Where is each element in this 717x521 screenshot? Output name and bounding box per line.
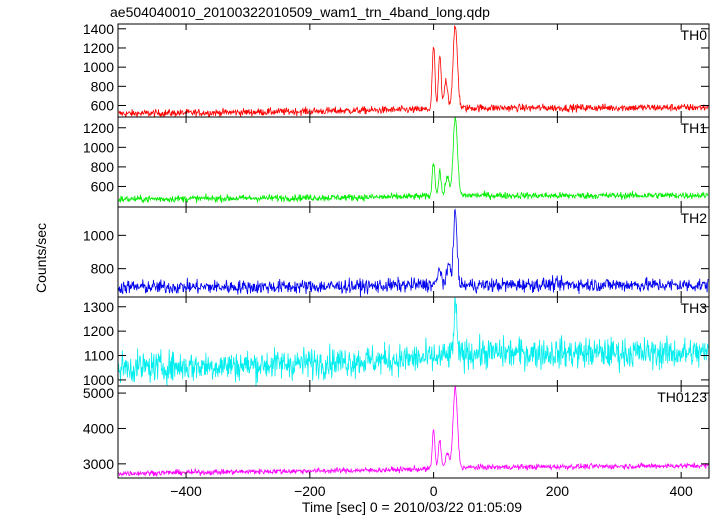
panels-group: TH0 600 800 1000 1200 1400 TH1 600 800 1000 1200 TH…: [83, 21, 710, 499]
y-tick-label: 800: [91, 261, 115, 277]
series-line-th1: [118, 116, 709, 204]
series-line-th0: [118, 25, 709, 118]
y-tick-label: 1000: [83, 139, 114, 155]
panel-label: TH1: [681, 120, 708, 136]
panel-label: TH0: [681, 27, 708, 43]
y-tick-label: 1200: [83, 323, 114, 339]
series-line-th0123: [118, 386, 709, 477]
y-tick-label: 4000: [83, 420, 114, 436]
y-tick-label: 5000: [83, 385, 114, 401]
y-tick-label: 1000: [83, 372, 114, 388]
y-tick-label: 800: [91, 78, 115, 94]
x-axis-label: Time [sec] 0 = 2010/03/22 01:05:09: [302, 499, 522, 515]
y-tick-label: 1400: [83, 21, 114, 37]
y-axis-label: Counts/sec: [33, 223, 49, 293]
x-tick-label: −200: [294, 483, 326, 499]
panel-label: TH3: [681, 300, 708, 316]
panel-label: TH0123: [657, 389, 707, 405]
y-tick-label: 600: [91, 178, 115, 194]
y-tick-label: 1000: [83, 59, 114, 75]
y-tick-label: 1200: [83, 120, 114, 136]
y-tick-label: 1200: [83, 40, 114, 56]
x-tick-label: 0: [430, 483, 438, 499]
panel-label: TH2: [681, 210, 708, 226]
series-line-th2: [118, 208, 709, 297]
y-tick-label: 3000: [83, 456, 114, 472]
panel-frame-th0: [117, 23, 710, 118]
y-tick-label: 1000: [83, 227, 114, 243]
y-tick-label: 600: [91, 97, 115, 113]
x-tick-label: 200: [546, 483, 570, 499]
chart-title: ae504040010_20100322010509_wam1_trn_4ban…: [110, 4, 490, 20]
x-tick-label: −400: [170, 483, 202, 499]
panel-frame-th3: [117, 296, 710, 387]
y-tick-label: 1300: [83, 299, 114, 315]
y-tick-label: 800: [91, 159, 115, 175]
series-line-th3: [118, 296, 709, 387]
panel-frame-th0123: [117, 385, 710, 479]
x-tick-label: 400: [669, 483, 693, 499]
y-tick-label: 1100: [84, 348, 114, 364]
